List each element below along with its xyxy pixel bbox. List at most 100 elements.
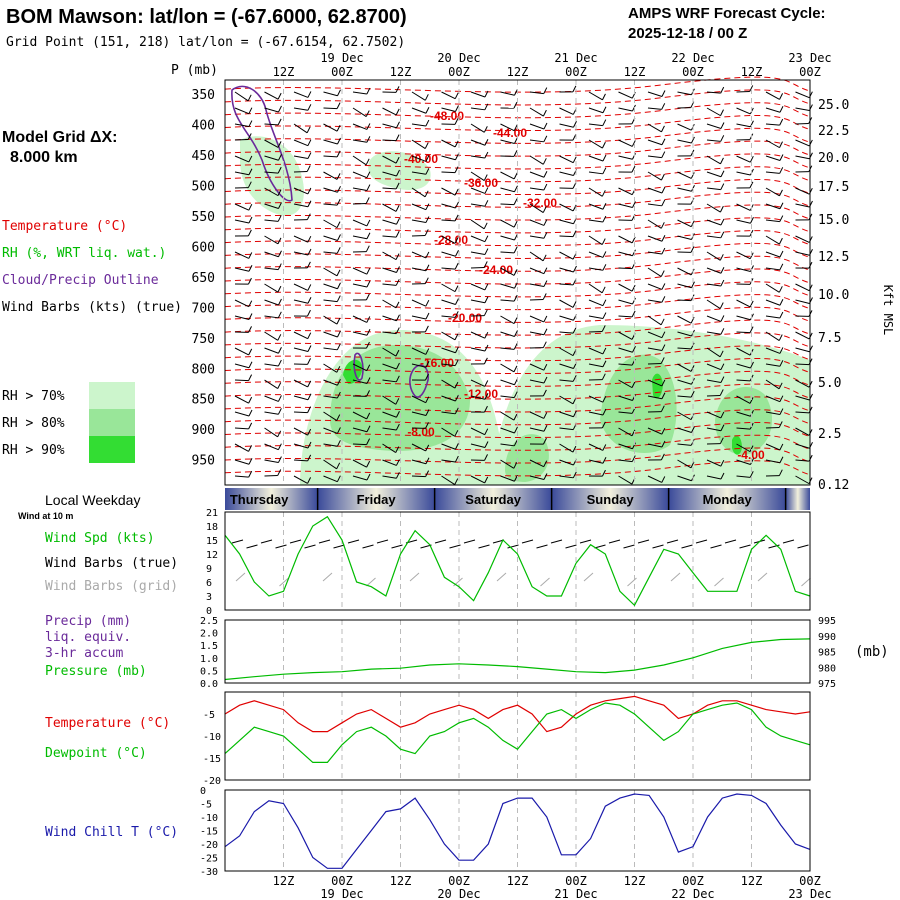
wind-barb <box>500 219 518 228</box>
wind-speed-line <box>224 515 811 607</box>
wind-barb <box>352 411 371 420</box>
barb-staff <box>500 123 515 132</box>
isotherm <box>224 422 811 439</box>
barb-staff <box>529 219 545 226</box>
barb-flag <box>307 380 312 388</box>
barb-flag <box>778 237 783 245</box>
wind-barb <box>559 230 577 238</box>
wind-barb <box>529 87 548 95</box>
barb-flag <box>484 90 489 98</box>
barb-staff <box>264 187 279 197</box>
barb-staff <box>559 235 574 238</box>
barb-staff <box>706 139 721 142</box>
wind-barb <box>706 135 725 142</box>
barb-flag <box>661 103 666 110</box>
barb-staff <box>618 267 633 270</box>
barb-staff <box>293 139 309 147</box>
wind-barb <box>618 310 636 318</box>
wind-barb <box>411 168 430 175</box>
barb-flag <box>631 381 636 388</box>
height-tick: 2.5 <box>818 427 841 442</box>
barb-staff <box>352 139 367 143</box>
wind-barb <box>352 171 371 179</box>
barb-staff <box>736 299 751 308</box>
wind-barb <box>647 357 665 365</box>
barb-flag <box>573 265 577 273</box>
barb-staff <box>529 379 545 384</box>
wind-barb <box>441 298 459 305</box>
wind-barb <box>234 313 253 320</box>
barb-staff <box>677 267 692 276</box>
wind-barb <box>293 248 312 256</box>
barb-staff <box>559 107 574 115</box>
barb-staff <box>234 475 249 478</box>
barb-staff <box>500 443 515 447</box>
wind-barb <box>559 121 577 128</box>
wind-barb <box>264 263 282 271</box>
wind-barb <box>500 282 518 289</box>
wind-barb <box>323 391 341 399</box>
barb-flag <box>661 476 666 483</box>
barb-staff <box>765 379 780 390</box>
wind-barb <box>411 119 430 127</box>
barb-staff <box>765 219 780 223</box>
wind-barb <box>765 167 784 174</box>
barb-staff <box>765 411 781 416</box>
barb-staff <box>795 427 810 436</box>
barb-staff <box>529 363 545 371</box>
barb-flag <box>307 477 312 484</box>
wind-barb <box>500 391 518 399</box>
barb-staff <box>647 91 663 97</box>
barb-staff <box>529 427 545 432</box>
rh90-swatch <box>89 436 135 463</box>
wind-barb <box>647 90 666 97</box>
barb-flag <box>277 334 282 341</box>
wind-barb <box>559 395 577 405</box>
barb-flag <box>425 119 430 127</box>
wind-barb <box>293 235 312 243</box>
barb-flag <box>365 110 370 117</box>
barb-flag <box>454 359 459 366</box>
barb-flag <box>336 427 341 434</box>
barb-staff <box>323 251 338 254</box>
wind-barb <box>588 119 607 127</box>
barb-staff <box>588 251 604 258</box>
barb-flag <box>248 361 253 368</box>
barb-flag <box>425 264 430 272</box>
wind-barb <box>470 123 488 133</box>
barb-staff <box>647 251 662 255</box>
barb-staff <box>529 139 544 143</box>
isotherm-label: -44.00 <box>493 126 527 140</box>
wind-barb <box>234 251 253 259</box>
barb-staff <box>352 315 367 323</box>
barb-flag <box>307 200 312 208</box>
wind-barb <box>470 171 488 181</box>
wind-barb <box>529 376 548 384</box>
barb-flag <box>631 455 636 462</box>
barb-flag <box>307 152 312 159</box>
barb-staff <box>795 443 810 449</box>
barb-staff <box>234 155 250 163</box>
barb-flag <box>779 250 784 258</box>
wind-barb <box>293 187 312 195</box>
barb-staff <box>352 107 367 117</box>
barb-staff <box>352 123 368 130</box>
barb-staff <box>588 330 603 333</box>
barb-staff <box>264 443 279 451</box>
barb-staff <box>293 347 309 352</box>
barb-staff <box>795 283 810 292</box>
wind-speed-tick: 3 <box>206 592 212 603</box>
isotherm <box>224 230 811 247</box>
wind-barb <box>559 299 577 308</box>
barb-staff <box>441 363 456 367</box>
barb-staff <box>618 107 633 112</box>
wind-barb <box>559 375 577 382</box>
barb-staff <box>323 283 338 290</box>
barb-flag <box>572 204 577 212</box>
barb-flag <box>661 138 666 145</box>
barb-staff <box>588 187 603 197</box>
wind-barb <box>706 376 725 384</box>
barb-staff <box>441 251 456 257</box>
barb-flag <box>395 446 400 453</box>
barb-flag <box>660 173 665 181</box>
